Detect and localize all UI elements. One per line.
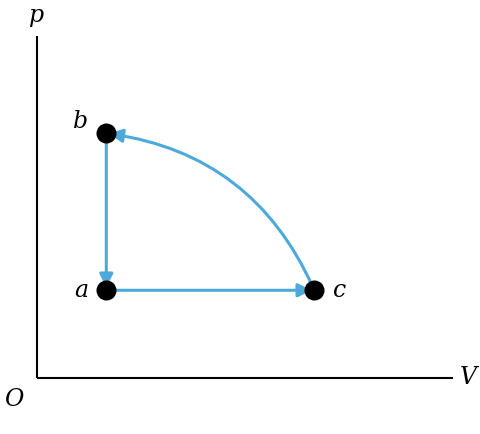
Text: V: V <box>460 366 477 389</box>
Text: b: b <box>73 109 88 132</box>
Text: a: a <box>74 279 88 302</box>
Text: p: p <box>29 4 45 27</box>
Point <box>102 130 110 137</box>
Point <box>102 287 110 294</box>
Text: c: c <box>333 279 347 302</box>
Point <box>311 287 318 294</box>
Text: O: O <box>4 388 24 411</box>
